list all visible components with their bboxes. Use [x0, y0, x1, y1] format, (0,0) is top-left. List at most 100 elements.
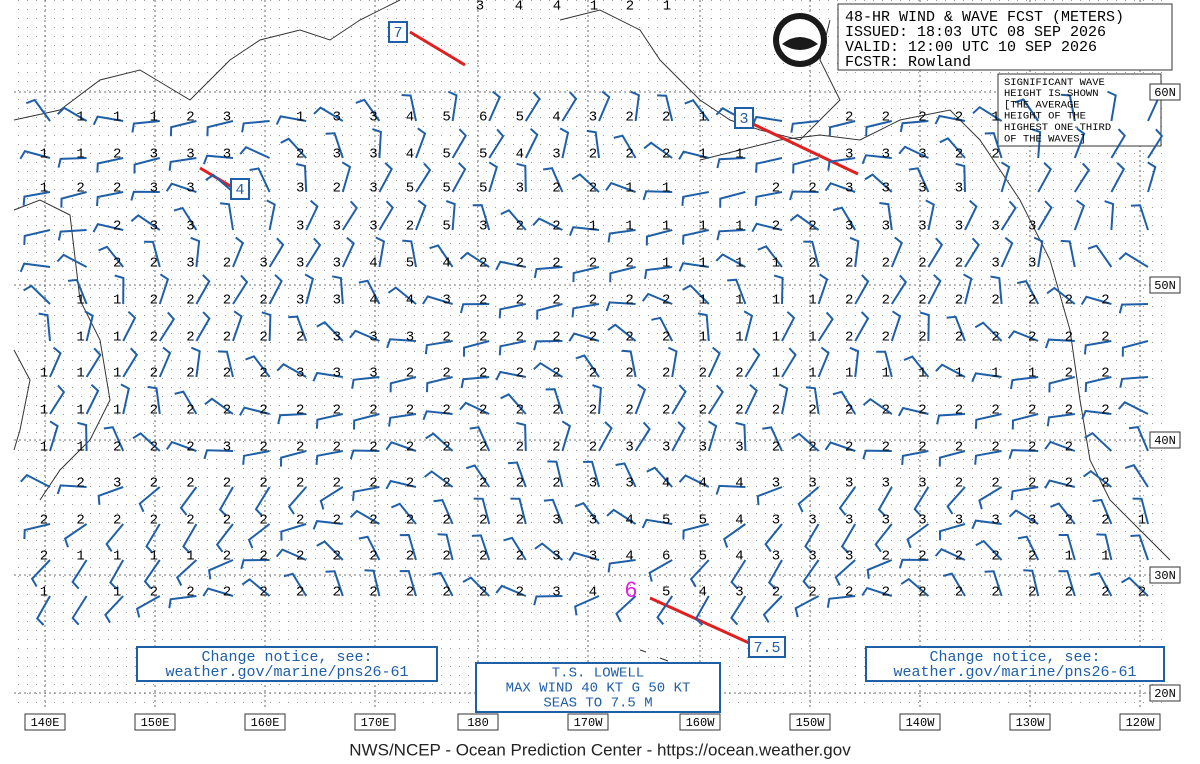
wind-barb [516, 162, 527, 193]
wave-height: 2 [516, 256, 524, 272]
wind-barb [109, 559, 125, 590]
wave-height: 3 [186, 256, 194, 272]
wave-height: 2 [1065, 513, 1073, 529]
wind-barb [978, 486, 1003, 510]
wind-barb [304, 273, 315, 305]
wind-barb [817, 311, 834, 342]
wave-height: 2 [333, 476, 341, 492]
wind-barb [598, 421, 613, 452]
wind-barb [898, 558, 929, 569]
wind-barb [927, 274, 942, 305]
wave-height: 2 [113, 181, 121, 197]
wind-barb [372, 128, 382, 159]
wave-height: 2 [150, 403, 158, 419]
wave-height: 2 [442, 366, 450, 382]
wind-barb [488, 128, 505, 159]
wave-height: 2 [150, 256, 158, 272]
wind-barb [1132, 497, 1149, 525]
wave-height: 3 [991, 256, 999, 272]
wind-barb [1110, 162, 1126, 193]
wave-height: 1 [699, 110, 707, 126]
wave-height: 3 [333, 330, 341, 346]
wave-height: 2 [772, 585, 780, 601]
wave-height: 2 [259, 440, 267, 456]
wind-barb [792, 157, 819, 174]
wind-barb [60, 191, 87, 208]
wind-barb [1007, 330, 1039, 342]
wave-height: 1 [150, 110, 158, 126]
lat-label: 20N [1154, 687, 1176, 701]
wave-height: 1 [76, 293, 84, 309]
wind-barb [689, 559, 710, 588]
wave-height: 2 [991, 549, 999, 565]
wind-barb [678, 262, 709, 272]
wave-height: 4 [735, 513, 743, 529]
wave-height: 2 [223, 330, 231, 346]
wind-barb [657, 94, 674, 122]
header-line: 48-HR WIND & WAVE FCST (METERS) [845, 9, 1124, 26]
wind-barb [946, 486, 966, 515]
wind-barb [316, 321, 344, 342]
wind-barb [877, 486, 893, 517]
wind-barb [488, 161, 498, 193]
wave-height: 2 [589, 256, 597, 272]
wind-barb [57, 106, 88, 122]
wave-height: 3 [150, 147, 158, 163]
wind-barb [218, 486, 234, 517]
wave-height: 2 [442, 585, 450, 601]
wind-barb [451, 162, 467, 193]
lon-label-box [679, 713, 721, 731]
wave-height: 5 [442, 219, 450, 235]
wave-height: 2 [882, 585, 890, 601]
wind-barb [678, 474, 710, 488]
wind-barb [862, 397, 893, 415]
wind-barb [247, 523, 271, 549]
wave-height: 1 [186, 549, 194, 565]
wind-barb [1130, 534, 1149, 561]
wave-height: 2 [186, 403, 194, 419]
storm-line: T.S. LOWELL [552, 666, 644, 682]
header-box [837, 3, 1173, 71]
wave-height: 1 [113, 549, 121, 565]
wave-height: 3 [589, 549, 597, 565]
wind-barb [942, 572, 966, 597]
wind-barb [803, 240, 820, 268]
wave-height: 2 [406, 549, 414, 565]
wind-barb [459, 251, 490, 268]
wave-height: 3 [369, 366, 377, 382]
wind-barb [325, 132, 344, 159]
wave-height: 2 [918, 110, 926, 126]
wave-height: 3 [369, 330, 377, 346]
wind-barb [797, 486, 820, 513]
wave-height: 2 [552, 330, 560, 346]
wave-height: 2 [259, 585, 267, 601]
wind-barb [682, 523, 710, 540]
wave-height: 2 [955, 549, 963, 565]
wind-barb [1000, 161, 1011, 193]
wave-height: 2 [735, 403, 743, 419]
wind-barb [984, 132, 1003, 159]
callout-label: 7 [393, 25, 402, 42]
callout-box [734, 107, 754, 129]
wind-barb [275, 548, 307, 561]
callout-box [388, 21, 408, 43]
wave-height: 2 [552, 256, 560, 272]
wave-height: 2 [552, 293, 560, 309]
lon-label-box [244, 713, 286, 731]
wave-height: 2 [626, 0, 634, 15]
lon-label-box [457, 713, 499, 731]
wind-barb [781, 311, 796, 342]
wind-barb [122, 310, 137, 342]
wind-barb [946, 315, 966, 342]
wave-height: 2 [296, 476, 304, 492]
wave-height: 2 [955, 585, 963, 601]
wind-barb [1125, 464, 1149, 488]
wave-height: 2 [699, 366, 707, 382]
lon-label-box [1009, 713, 1051, 731]
wind-barb [826, 595, 856, 608]
wind-barb [681, 191, 709, 206]
wind-barb [643, 141, 673, 159]
wind-barb [130, 190, 160, 201]
wind-barb [1119, 376, 1149, 388]
wind-barb [135, 595, 161, 618]
